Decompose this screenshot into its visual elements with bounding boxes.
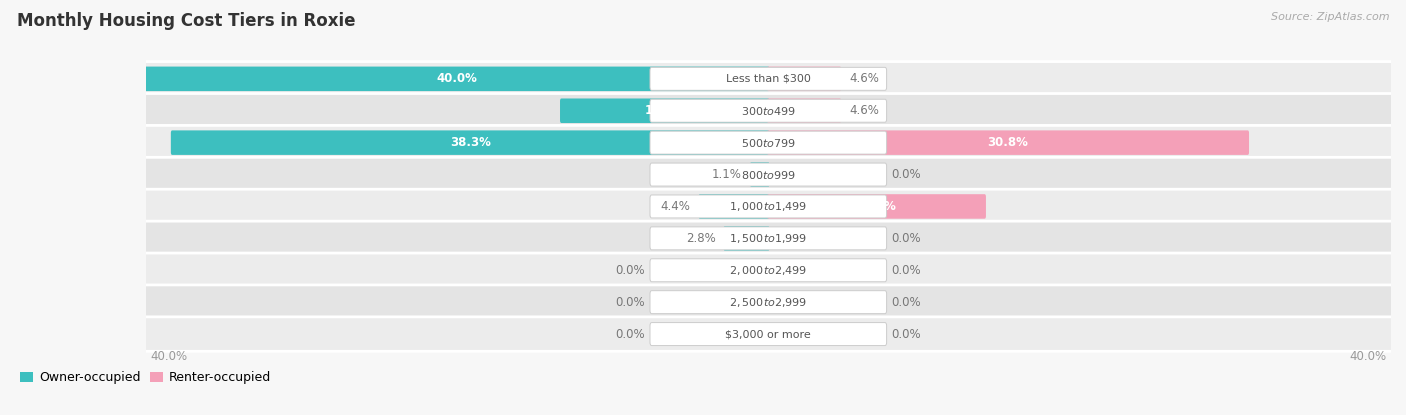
FancyBboxPatch shape (749, 162, 769, 187)
FancyBboxPatch shape (650, 322, 887, 346)
FancyBboxPatch shape (699, 194, 769, 219)
Legend: Owner-occupied, Renter-occupied: Owner-occupied, Renter-occupied (15, 366, 276, 389)
Text: 0.0%: 0.0% (891, 168, 921, 181)
Text: $1,500 to $1,999: $1,500 to $1,999 (730, 232, 807, 245)
Text: 40.0%: 40.0% (436, 72, 478, 85)
Text: 0.0%: 0.0% (891, 232, 921, 245)
FancyBboxPatch shape (768, 130, 1249, 155)
FancyBboxPatch shape (768, 194, 986, 219)
FancyBboxPatch shape (650, 195, 887, 218)
Text: 0.0%: 0.0% (891, 295, 921, 309)
Text: Monthly Housing Cost Tiers in Roxie: Monthly Housing Cost Tiers in Roxie (17, 12, 356, 30)
FancyBboxPatch shape (172, 130, 769, 155)
FancyBboxPatch shape (145, 66, 769, 91)
Text: $800 to $999: $800 to $999 (741, 168, 796, 181)
Text: $300 to $499: $300 to $499 (741, 105, 796, 117)
FancyBboxPatch shape (650, 67, 887, 90)
Text: 38.3%: 38.3% (450, 136, 491, 149)
FancyBboxPatch shape (560, 98, 769, 123)
Text: 40.0%: 40.0% (1350, 350, 1386, 363)
FancyBboxPatch shape (143, 317, 1393, 352)
Text: $3,000 or more: $3,000 or more (725, 329, 811, 339)
FancyBboxPatch shape (143, 221, 1393, 256)
Text: 13.9%: 13.9% (856, 200, 897, 213)
Text: 4.4%: 4.4% (661, 200, 690, 213)
FancyBboxPatch shape (143, 93, 1393, 128)
Text: 0.0%: 0.0% (616, 327, 645, 341)
Text: 4.6%: 4.6% (849, 104, 879, 117)
Text: 2.8%: 2.8% (686, 232, 716, 245)
FancyBboxPatch shape (143, 285, 1393, 320)
FancyBboxPatch shape (768, 98, 841, 123)
FancyBboxPatch shape (724, 226, 769, 251)
FancyBboxPatch shape (143, 253, 1393, 288)
FancyBboxPatch shape (650, 163, 887, 186)
Text: 0.0%: 0.0% (891, 327, 921, 341)
Text: 40.0%: 40.0% (150, 350, 187, 363)
Text: Source: ZipAtlas.com: Source: ZipAtlas.com (1271, 12, 1389, 22)
Text: 0.0%: 0.0% (891, 264, 921, 277)
Text: 13.3%: 13.3% (644, 104, 685, 117)
Text: $2,000 to $2,499: $2,000 to $2,499 (730, 264, 807, 277)
Text: Less than $300: Less than $300 (725, 74, 811, 84)
Text: 1.1%: 1.1% (711, 168, 742, 181)
FancyBboxPatch shape (768, 66, 841, 91)
FancyBboxPatch shape (143, 61, 1393, 96)
FancyBboxPatch shape (650, 99, 887, 122)
Text: 0.0%: 0.0% (616, 264, 645, 277)
Text: $500 to $799: $500 to $799 (741, 137, 796, 149)
FancyBboxPatch shape (650, 227, 887, 250)
FancyBboxPatch shape (650, 259, 887, 282)
FancyBboxPatch shape (650, 290, 887, 314)
FancyBboxPatch shape (143, 189, 1393, 224)
Text: 0.0%: 0.0% (616, 295, 645, 309)
FancyBboxPatch shape (143, 125, 1393, 160)
FancyBboxPatch shape (143, 157, 1393, 192)
FancyBboxPatch shape (650, 131, 887, 154)
Text: $1,000 to $1,499: $1,000 to $1,499 (730, 200, 807, 213)
Text: 4.6%: 4.6% (849, 72, 879, 85)
Text: 30.8%: 30.8% (987, 136, 1028, 149)
Text: $2,500 to $2,999: $2,500 to $2,999 (730, 295, 807, 309)
